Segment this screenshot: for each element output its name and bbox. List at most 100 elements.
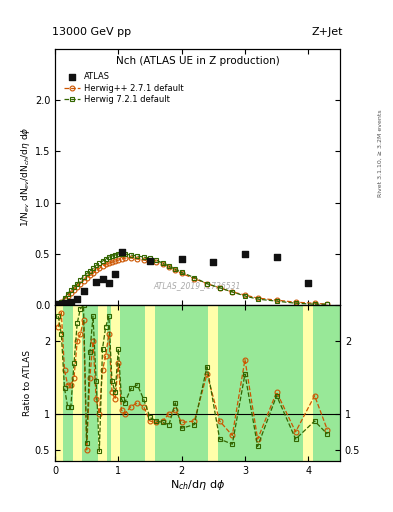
- ATLAS: [99, 274, 106, 283]
- Herwig++ 2.7.1 default: [160, 261, 165, 267]
- Herwig++ 2.7.1 default: [72, 287, 76, 293]
- ATLAS: [61, 299, 68, 307]
- Herwig++ 2.7.1 default: [255, 295, 260, 301]
- Herwig++ 2.7.1 default: [179, 270, 184, 276]
- Bar: [208, 305, 219, 461]
- Herwig 7.2.1 default: [65, 291, 70, 297]
- Text: Nch (ATLAS UE in Z production): Nch (ATLAS UE in Z production): [116, 56, 279, 67]
- Line: Herwig 7.2.1 default: Herwig 7.2.1 default: [56, 251, 330, 307]
- Herwig 7.2.1 default: [167, 263, 171, 269]
- Line: Herwig++ 2.7.1 default: Herwig++ 2.7.1 default: [56, 255, 330, 307]
- ATLAS: [305, 279, 311, 287]
- Herwig++ 2.7.1 default: [217, 285, 222, 291]
- Herwig++ 2.7.1 default: [148, 258, 152, 264]
- Herwig++ 2.7.1 default: [274, 297, 279, 303]
- ATLAS: [74, 295, 80, 303]
- Herwig 7.2.1 default: [230, 289, 235, 295]
- Herwig 7.2.1 default: [179, 269, 184, 275]
- Herwig 7.2.1 default: [255, 296, 260, 302]
- Text: Rivet 3.1.10, ≥ 3.2M events: Rivet 3.1.10, ≥ 3.2M events: [378, 110, 383, 198]
- Text: ATLAS_2019_I1736531: ATLAS_2019_I1736531: [154, 281, 241, 290]
- Bar: [111, 305, 119, 461]
- ATLAS: [68, 298, 74, 306]
- Herwig 7.2.1 default: [91, 265, 95, 271]
- Bar: [98, 305, 107, 461]
- Herwig 7.2.1 default: [173, 266, 178, 272]
- Herwig 7.2.1 default: [94, 262, 99, 268]
- Herwig 7.2.1 default: [62, 295, 67, 301]
- Herwig++ 2.7.1 default: [62, 296, 67, 302]
- Herwig 7.2.1 default: [81, 273, 86, 280]
- Herwig++ 2.7.1 default: [230, 289, 235, 295]
- Herwig++ 2.7.1 default: [103, 261, 108, 267]
- Herwig 7.2.1 default: [56, 301, 61, 307]
- ATLAS: [210, 258, 217, 266]
- Herwig 7.2.1 default: [88, 268, 92, 274]
- Herwig++ 2.7.1 default: [129, 255, 133, 261]
- Bar: [55, 305, 62, 461]
- Herwig++ 2.7.1 default: [56, 301, 61, 307]
- Y-axis label: 1/N$_{ev}$ dN$_{ev}$/dN$_{ch}$/d$\eta$ d$\phi$: 1/N$_{ev}$ dN$_{ev}$/dN$_{ch}$/d$\eta$ d…: [19, 126, 32, 227]
- Bar: [73, 305, 82, 461]
- Herwig++ 2.7.1 default: [113, 258, 118, 264]
- Herwig++ 2.7.1 default: [75, 284, 79, 290]
- Herwig++ 2.7.1 default: [141, 257, 146, 263]
- Herwig 7.2.1 default: [129, 252, 133, 258]
- Herwig++ 2.7.1 default: [81, 278, 86, 284]
- Herwig++ 2.7.1 default: [91, 270, 95, 276]
- Herwig 7.2.1 default: [97, 260, 102, 266]
- ATLAS: [81, 287, 87, 295]
- Herwig++ 2.7.1 default: [312, 300, 317, 306]
- X-axis label: N$_{ch}$/d$\eta$ d$\phi$: N$_{ch}$/d$\eta$ d$\phi$: [170, 478, 225, 493]
- Herwig 7.2.1 default: [274, 298, 279, 304]
- Herwig++ 2.7.1 default: [78, 281, 83, 287]
- ATLAS: [55, 300, 61, 308]
- Herwig 7.2.1 default: [84, 270, 89, 276]
- Herwig++ 2.7.1 default: [97, 265, 102, 271]
- Herwig 7.2.1 default: [72, 284, 76, 290]
- Herwig++ 2.7.1 default: [154, 259, 159, 265]
- Text: Z+Jet: Z+Jet: [311, 27, 343, 37]
- Herwig 7.2.1 default: [160, 260, 165, 266]
- ATLAS: [242, 250, 248, 258]
- Herwig 7.2.1 default: [103, 256, 108, 262]
- Herwig 7.2.1 default: [154, 257, 159, 263]
- Text: 13000 GeV pp: 13000 GeV pp: [52, 27, 131, 37]
- Herwig++ 2.7.1 default: [84, 274, 89, 281]
- Herwig 7.2.1 default: [312, 301, 317, 307]
- Bar: [55, 305, 340, 461]
- Herwig++ 2.7.1 default: [94, 267, 99, 273]
- Herwig++ 2.7.1 default: [192, 275, 196, 282]
- Herwig 7.2.1 default: [75, 281, 79, 287]
- Herwig++ 2.7.1 default: [88, 272, 92, 279]
- Herwig++ 2.7.1 default: [325, 301, 330, 307]
- ATLAS: [147, 257, 153, 265]
- ATLAS: [112, 270, 118, 279]
- ATLAS: [274, 253, 280, 261]
- Herwig 7.2.1 default: [119, 251, 124, 257]
- Herwig++ 2.7.1 default: [110, 259, 114, 265]
- Herwig 7.2.1 default: [116, 251, 121, 257]
- Herwig++ 2.7.1 default: [167, 264, 171, 270]
- Herwig 7.2.1 default: [293, 300, 298, 306]
- Herwig 7.2.1 default: [217, 285, 222, 291]
- Herwig 7.2.1 default: [325, 301, 330, 307]
- ATLAS: [93, 278, 99, 286]
- Herwig++ 2.7.1 default: [173, 267, 178, 273]
- Herwig++ 2.7.1 default: [242, 292, 247, 298]
- Herwig++ 2.7.1 default: [68, 290, 73, 296]
- ATLAS: [106, 279, 112, 287]
- Herwig 7.2.1 default: [59, 299, 64, 305]
- Bar: [303, 305, 313, 461]
- Herwig++ 2.7.1 default: [116, 257, 121, 263]
- Herwig 7.2.1 default: [242, 293, 247, 299]
- Herwig 7.2.1 default: [107, 254, 111, 260]
- Herwig 7.2.1 default: [135, 253, 140, 259]
- Herwig 7.2.1 default: [78, 276, 83, 283]
- Y-axis label: Ratio to ATLAS: Ratio to ATLAS: [23, 350, 32, 416]
- Herwig++ 2.7.1 default: [293, 299, 298, 305]
- Bar: [145, 305, 155, 461]
- Herwig 7.2.1 default: [100, 258, 105, 264]
- Herwig++ 2.7.1 default: [100, 263, 105, 269]
- Herwig++ 2.7.1 default: [107, 260, 111, 266]
